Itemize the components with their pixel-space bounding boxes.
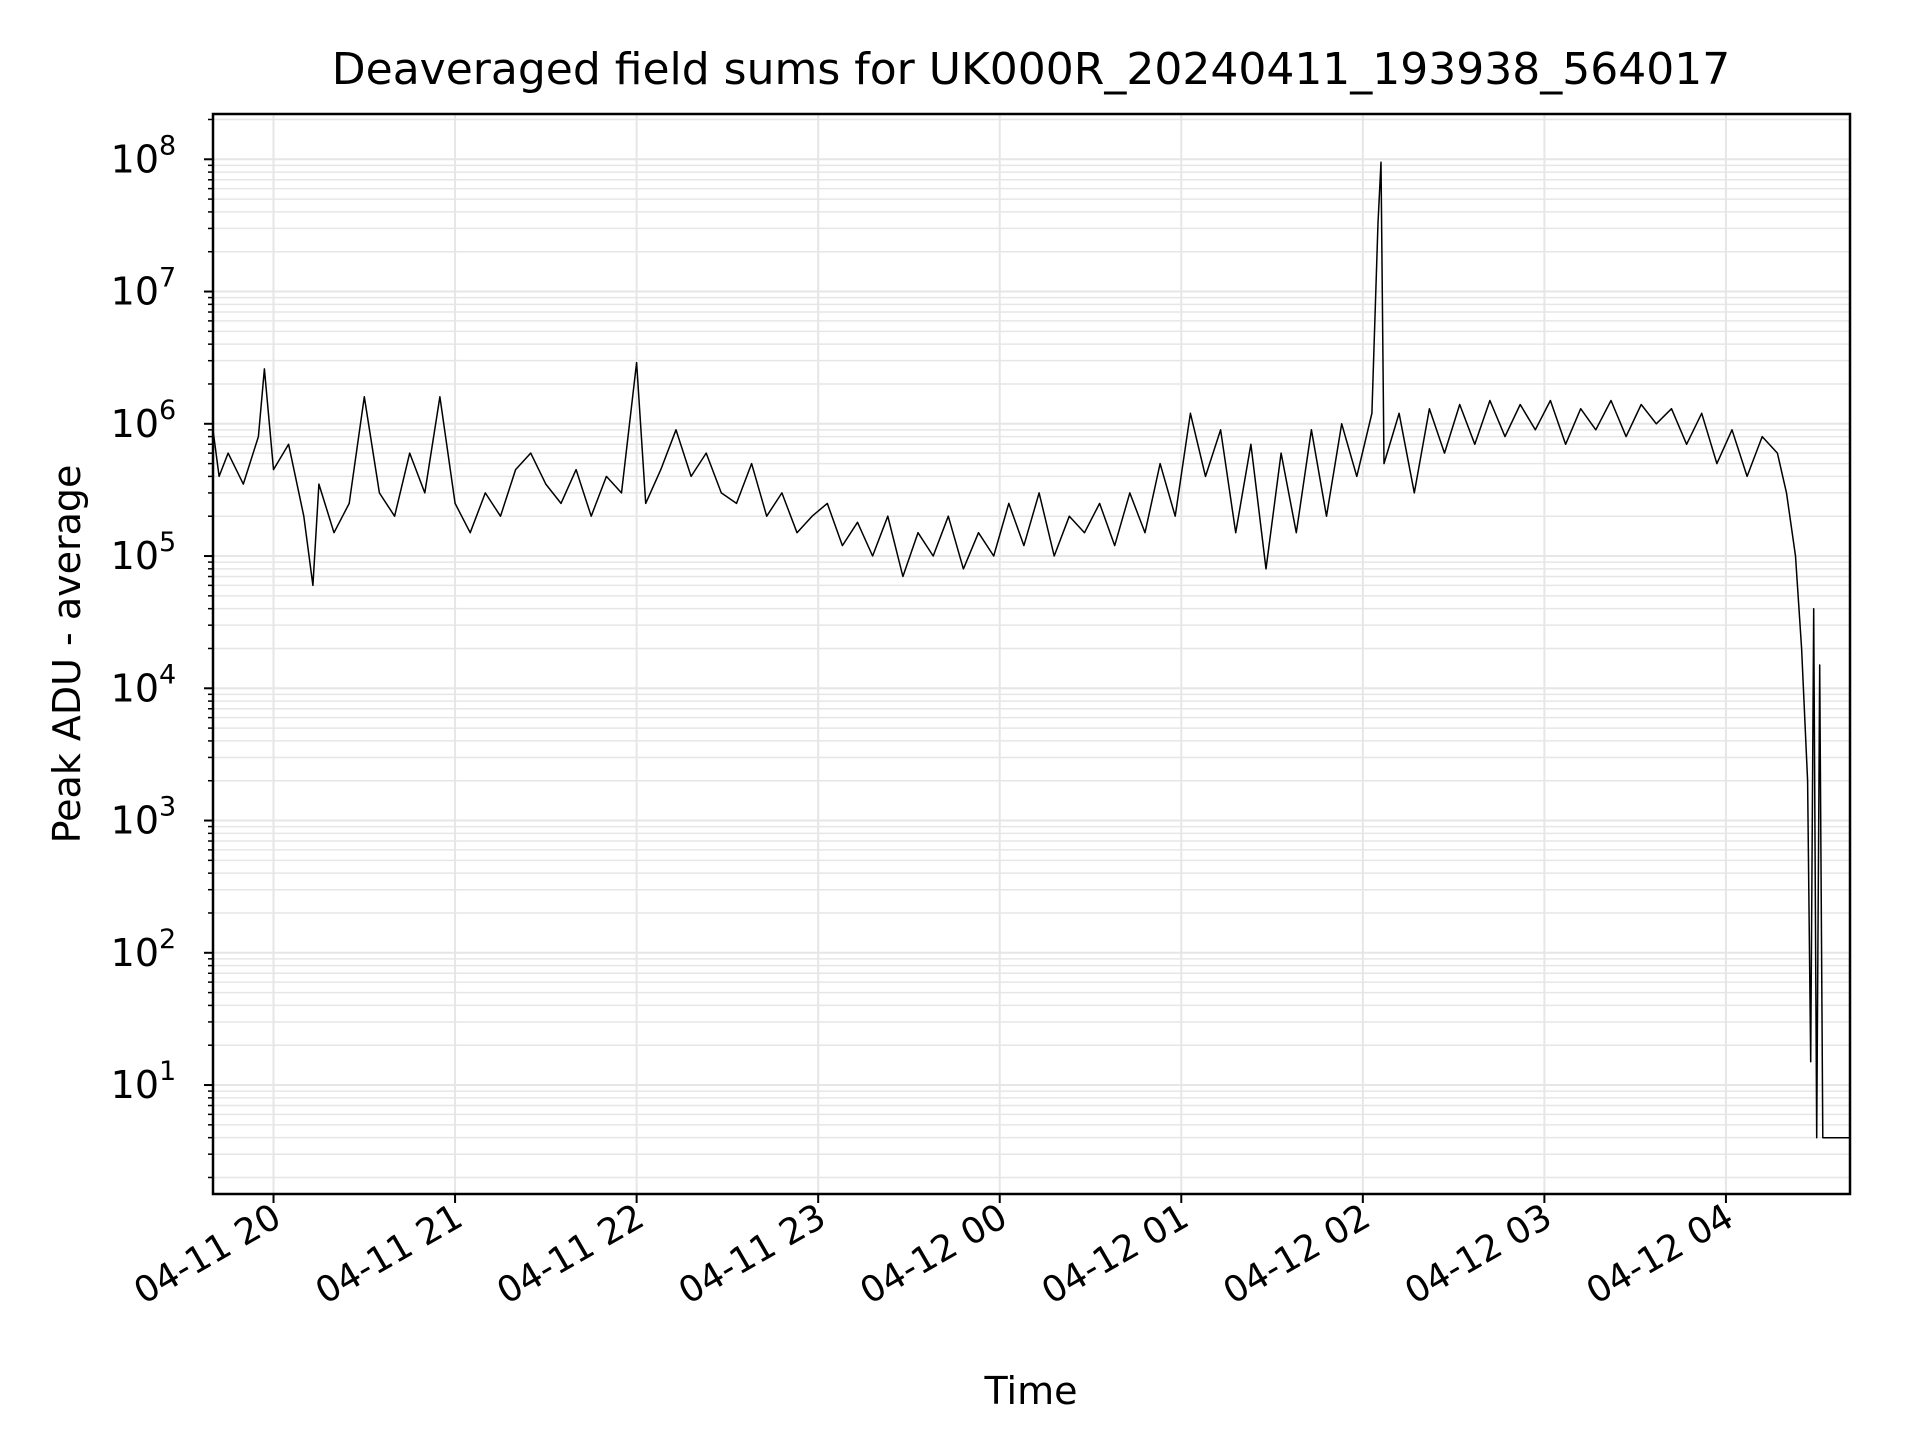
chart-title: Deaveraged field sums for UK000R_2024041… [332,44,1730,95]
x-tick-label: 04-12 01 [1035,1196,1196,1312]
y-tick-exponent: 2 [159,924,176,955]
plot-frame [211,112,1852,1196]
data-series-line [212,161,1850,1139]
grid-lines [213,114,1850,1194]
x-axis-label: Time [984,1369,1078,1413]
y-tick-exponent: 3 [159,792,176,823]
x-axis: 04-11 20 04-11 21 04-11 22 04-11 23 04-12 00… [127,1194,1740,1313]
y-tick-label: 10 [111,931,159,975]
x-tick-label: 04-11 21 [309,1196,470,1312]
x-tick-label: 04-12 03 [1398,1196,1559,1312]
x-tick-label: 04-11 23 [672,1196,833,1312]
y-tick-exponent: 1 [159,1056,176,1087]
y-tick-exponent: 7 [159,263,176,294]
y-tick-label: 10 [111,137,159,181]
y-tick-label: 10 [111,534,159,578]
x-tick-label: 04-11 20 [127,1196,288,1312]
y-tick-exponent: 4 [159,659,176,690]
y-tick-exponent: 6 [159,395,176,426]
y-axis-label: Peak ADU - average [45,465,89,844]
x-tick-label: 04-12 02 [1217,1196,1378,1312]
y-tick-exponent: 8 [159,130,176,161]
y-tick-label: 10 [111,799,159,843]
x-tick-label: 04-12 00 [854,1196,1015,1312]
y-tick-exponent: 5 [159,527,176,558]
y-tick-label: 10 [111,270,159,314]
y-tick-label: 10 [111,1063,159,1107]
x-tick-label: 04-12 04 [1580,1196,1741,1312]
x-tick-label: 04-11 22 [490,1196,651,1312]
y-tick-label: 10 [111,666,159,710]
y-tick-label: 10 [111,402,159,446]
